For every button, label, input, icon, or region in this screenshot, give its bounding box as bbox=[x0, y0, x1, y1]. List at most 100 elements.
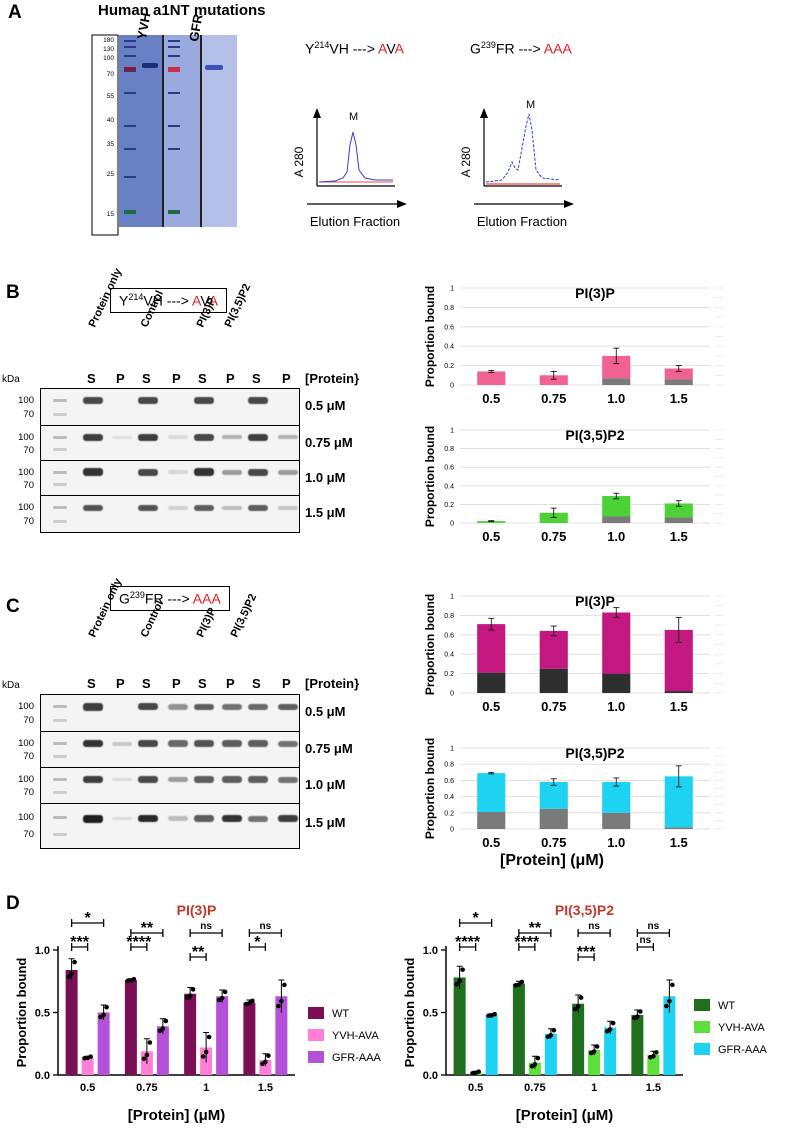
data-point bbox=[144, 1052, 150, 1058]
protein-band bbox=[138, 397, 158, 405]
data-point bbox=[594, 1044, 600, 1049]
data-point bbox=[575, 1004, 581, 1009]
stacked-bar-segment bbox=[664, 379, 693, 385]
lane-sp-label: S bbox=[198, 676, 207, 691]
ladder-band bbox=[53, 777, 67, 781]
protein-band bbox=[168, 816, 188, 821]
protein-header: [Protein} bbox=[305, 371, 360, 386]
lane-sp-label: S bbox=[198, 371, 207, 386]
data-point bbox=[635, 1014, 640, 1019]
y-tick-label: 0.2 bbox=[444, 363, 454, 370]
chart-title: PI(3)P bbox=[575, 593, 615, 609]
concentration-label: 1.5 μM bbox=[305, 815, 346, 831]
x-tick-label: 1 bbox=[591, 1082, 597, 1094]
protein-band bbox=[112, 741, 132, 746]
x-tick-label: 0.5 bbox=[482, 835, 500, 850]
y-axis-label: Proportion bound bbox=[423, 286, 437, 387]
significance-label: ns bbox=[260, 921, 272, 932]
data-point bbox=[572, 1006, 578, 1012]
protein-band bbox=[248, 468, 268, 476]
data-point bbox=[200, 1054, 206, 1059]
bar bbox=[485, 1015, 498, 1075]
data-point bbox=[460, 967, 465, 972]
protein-band bbox=[278, 469, 298, 475]
protein-band bbox=[83, 397, 103, 405]
lane-sp-label: P bbox=[172, 371, 181, 386]
panel-c-letter: C bbox=[6, 596, 20, 617]
data-point bbox=[163, 1018, 169, 1024]
lane-sp-label: P bbox=[282, 676, 291, 691]
x-tick-label: 1.0 bbox=[607, 529, 625, 544]
bar bbox=[156, 1026, 169, 1075]
x-tick-label: 0.75 bbox=[524, 1082, 545, 1094]
x-tick-label: 1.0 bbox=[607, 391, 625, 406]
stacked-bar-segment bbox=[477, 521, 506, 523]
bar bbox=[275, 996, 288, 1075]
lane-sp-label: P bbox=[172, 676, 181, 691]
y-tick-label: 0.2 bbox=[444, 502, 454, 509]
y-tick-label: 0.2 bbox=[444, 810, 454, 817]
lane-sp-label: S bbox=[87, 371, 96, 386]
data-point bbox=[651, 1053, 656, 1059]
concentration-label: 0.5 μM bbox=[305, 398, 346, 414]
data-point bbox=[610, 1020, 616, 1026]
data-point bbox=[670, 982, 675, 988]
bar bbox=[453, 977, 466, 1075]
protein-band bbox=[138, 703, 158, 711]
marker-70: 70 bbox=[23, 479, 34, 491]
stacked-bar-segment bbox=[602, 782, 631, 813]
chart-title: PI(3)P bbox=[575, 285, 615, 301]
y-axis-label: Proportion bound bbox=[402, 958, 417, 1068]
marker-100: 100 bbox=[18, 811, 34, 823]
y-tick-label: 0 bbox=[450, 521, 454, 528]
y-axis-label: Proportion bound bbox=[423, 594, 437, 695]
legend-swatch bbox=[694, 1021, 710, 1033]
marker-100: 100 bbox=[18, 502, 34, 514]
protein-band bbox=[248, 815, 268, 822]
marker-100: 100 bbox=[18, 466, 34, 478]
significance-label: *** bbox=[70, 934, 89, 951]
data-point bbox=[279, 998, 284, 1004]
protein-band bbox=[83, 703, 103, 711]
protein-band bbox=[278, 703, 298, 711]
marker-70: 70 bbox=[23, 714, 34, 726]
lane-sp-label: S bbox=[87, 676, 96, 691]
y-tick-label: 1.0 bbox=[423, 945, 438, 957]
chrom-label-yvh: Y214VH ---> AVA bbox=[305, 40, 404, 57]
kda-label: kDa bbox=[2, 680, 20, 691]
data-point bbox=[476, 1069, 481, 1074]
x-tick-label: 1.5 bbox=[670, 391, 688, 406]
protein-band bbox=[248, 740, 268, 747]
protein-band bbox=[112, 777, 132, 782]
y-tick-label: 0.4 bbox=[444, 794, 454, 801]
marker-70: 70 bbox=[23, 515, 34, 527]
data-point bbox=[88, 1054, 93, 1059]
y-tick-label: 1 bbox=[450, 286, 454, 293]
y-axis-label: Proportion bound bbox=[423, 738, 437, 839]
bar bbox=[588, 1050, 601, 1075]
protein-band bbox=[138, 468, 158, 476]
stacked-bar-segment bbox=[602, 378, 631, 385]
ladder-mark: 70 bbox=[106, 71, 114, 78]
protein-band bbox=[248, 776, 268, 783]
data-point bbox=[141, 1056, 147, 1062]
ladder-band bbox=[53, 833, 67, 837]
significance-label: ** bbox=[529, 920, 542, 937]
concentration-label: 0.75 μM bbox=[305, 434, 353, 450]
marker-100: 100 bbox=[18, 738, 34, 749]
stacked-bar-segment bbox=[664, 503, 693, 518]
protein-band bbox=[168, 777, 188, 783]
protein-band bbox=[278, 814, 298, 823]
significance-label: ** bbox=[141, 920, 154, 937]
protein-band bbox=[194, 815, 214, 822]
bar bbox=[97, 1012, 110, 1075]
legend-label: WT bbox=[332, 1008, 349, 1020]
protein-band bbox=[278, 434, 298, 440]
protein-band bbox=[222, 505, 242, 510]
y-tick-label: 0 bbox=[450, 383, 454, 390]
x-axis-label: [Protein] (μM) bbox=[128, 1107, 226, 1124]
chrom-xlabel: Elution Fraction bbox=[310, 214, 400, 229]
ladder-band bbox=[53, 435, 67, 439]
legend-label: GFR-AAA bbox=[718, 1044, 768, 1056]
protein-band bbox=[138, 740, 158, 748]
